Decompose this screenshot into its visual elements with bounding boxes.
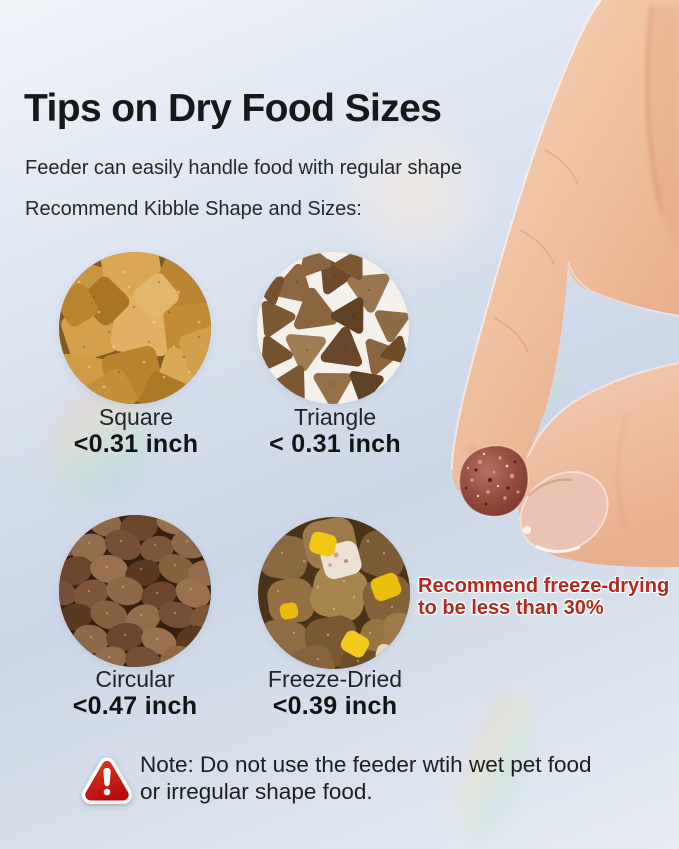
kibble-label-freeze-dried: Freeze-Dried <0.39 inch — [245, 666, 425, 721]
warning-note: Note: Do not use the feeder wtih wet pet… — [140, 751, 592, 805]
kibble-label-circular: Circular <0.47 inch — [45, 666, 225, 721]
kibble-name: Square — [98, 404, 174, 430]
freeze-dry-note: Recommend freeze-drying to be less than … — [418, 575, 669, 619]
thumb — [517, 362, 679, 568]
warning-note-line-1: Note: Do not use the feeder wtih wet pet… — [140, 752, 592, 777]
warning-note-line-2: or irregular shape food. — [140, 779, 373, 804]
kibble-photo-freeze-dried — [258, 517, 410, 669]
kibble-size: <0.47 inch — [72, 692, 198, 720]
kibble-photo-circular — [59, 515, 211, 667]
freeze-dry-note-line-2: to be less than 30% — [418, 597, 604, 619]
kibble-photo-triangle — [257, 252, 409, 404]
pinched-kibble — [458, 445, 529, 517]
kibble-name: Triangle — [293, 404, 377, 430]
freeze-dry-note-line-1: Recommend freeze-drying — [418, 575, 670, 597]
subtitle-line-1: Feeder can easily handle food with regul… — [25, 157, 462, 179]
kibble-photo-square — [59, 252, 211, 404]
kibble-size: <0.31 inch — [73, 430, 199, 458]
warning-triangle-icon — [81, 757, 133, 804]
kibble-name: Circular — [95, 666, 175, 692]
kibble-name: Freeze-Dried — [267, 666, 403, 692]
kibble-size: <0.39 inch — [272, 692, 398, 720]
subtitle-line-2: Recommend Kibble Shape and Sizes: — [25, 198, 362, 220]
kibble-label-square: Square <0.31 inch — [46, 404, 226, 459]
page-title: Tips on Dry Food Sizes — [24, 87, 442, 130]
kibble-label-triangle: Triangle < 0.31 inch — [245, 404, 425, 459]
thumbnail — [519, 471, 609, 553]
kibble-size: < 0.31 inch — [269, 430, 401, 458]
